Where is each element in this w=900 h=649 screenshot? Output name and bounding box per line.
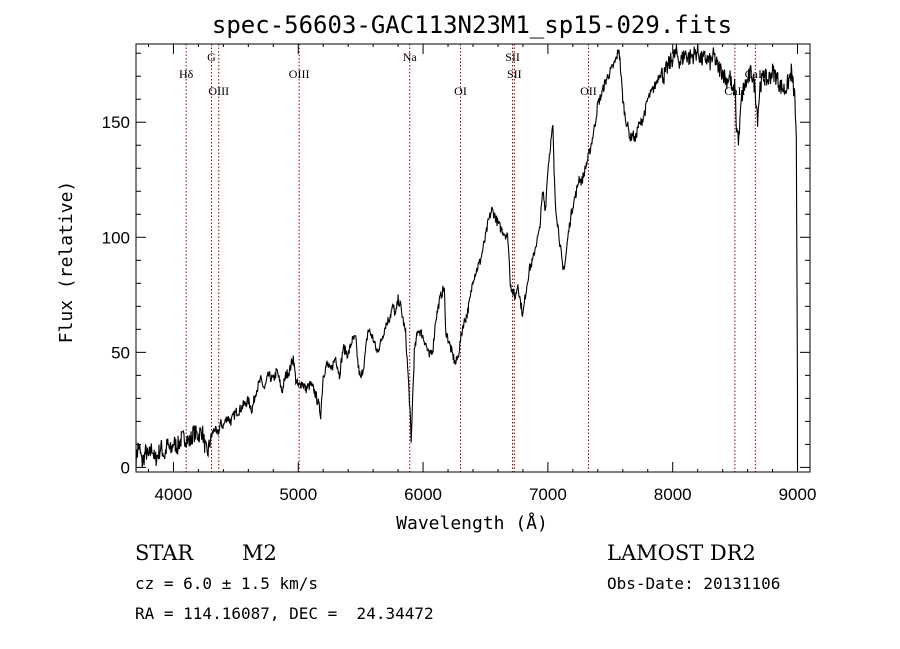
object-subclass: M2: [242, 541, 277, 565]
observation-date: Obs-Date: 20131106: [607, 574, 780, 593]
x-tick-label: 8000: [654, 485, 692, 504]
coordinates: RA = 114.16087, DEC = 24.34472: [135, 604, 434, 623]
y-tick-label: 0: [121, 458, 130, 477]
x-axis-label: Wavelength (Å): [396, 512, 548, 534]
spectrum-line: [135, 43, 799, 470]
line-marker-label: OII: [580, 84, 597, 98]
line-marker-label: OIII: [208, 84, 229, 98]
x-tick-label: 5000: [279, 485, 317, 504]
y-tick-label: 50: [111, 343, 130, 362]
x-tick-label: 9000: [779, 485, 817, 504]
line-marker-label: OI: [454, 84, 467, 98]
redshift-cz: cz = 6.0 ± 1.5 km/s: [135, 574, 318, 593]
x-axis-ticks: 4000 5000 6000 7000 8000 9000: [147, 44, 817, 504]
line-marker-label: SII: [505, 50, 520, 64]
survey-name: LAMOST DR2: [607, 541, 756, 565]
y-tick-label: 100: [102, 228, 130, 247]
plot-frame: [135, 43, 811, 473]
line-marker-label: SII: [507, 67, 522, 81]
line-marker-label: Hδ: [179, 67, 194, 81]
line-marker-label: G: [207, 50, 216, 64]
line-marker-label: Na: [403, 50, 418, 64]
y-tick-label: 150: [102, 113, 130, 132]
x-tick-label: 4000: [155, 485, 193, 504]
chart-title: spec-56603-GAC113N23M1_sp15-029.fits: [212, 11, 732, 39]
object-class: STAR: [135, 541, 194, 565]
x-tick-label: 6000: [404, 485, 442, 504]
x-tick-label: 7000: [529, 485, 567, 504]
y-axis-ticks: 0 50 100 150: [102, 52, 810, 477]
y-axis-label: Flux (relative): [56, 181, 77, 344]
line-marker-label: OIII: [289, 67, 310, 81]
